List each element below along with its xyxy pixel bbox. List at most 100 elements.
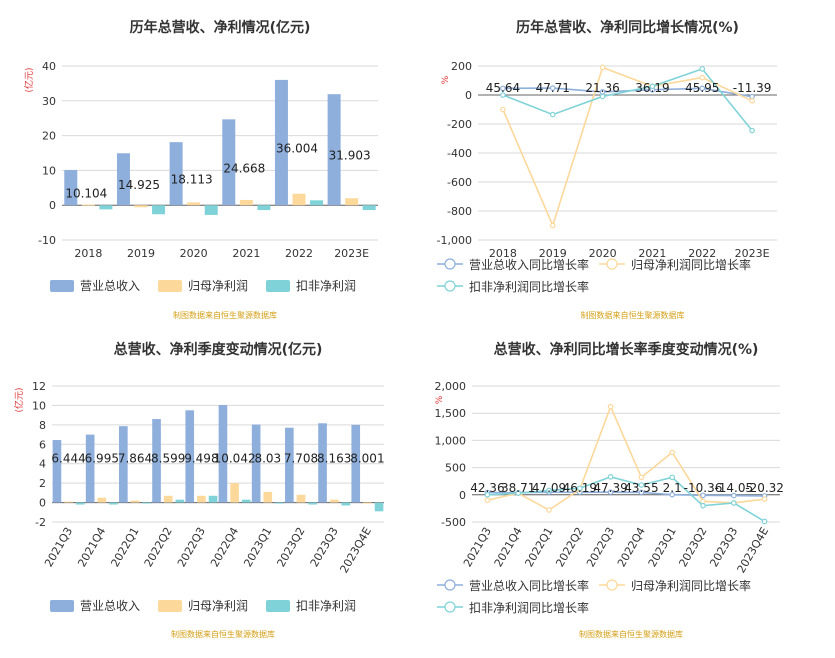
x-tick-label: 2023Q2 (677, 525, 710, 569)
bar (222, 119, 236, 206)
x-tick-label: 2019 (127, 247, 155, 260)
series-line (502, 66, 753, 228)
bar (275, 502, 284, 504)
series-point (638, 489, 645, 496)
x-tick-label: 2023E (334, 247, 369, 260)
data-label: -11.39 (733, 81, 772, 95)
chart-title: 历年总营收、净利同比增长情况(%) (516, 19, 739, 36)
data-label: 18.113 (171, 173, 213, 187)
series-line (502, 67, 753, 132)
x-tick-label: 2018 (74, 247, 102, 260)
y-axis-unit-label: (亿元) (13, 387, 25, 412)
bar (75, 502, 85, 505)
data-label: 45.95 (685, 81, 719, 95)
chart-panel-quarterly-revenue: 总营收、净利季度变动情况(亿元) (亿元) -2 0 2 4 6 8 10 12 2021Q3 202… (0, 327, 417, 654)
legend-label: 扣非净利润 (296, 279, 356, 293)
legend-swatch (50, 600, 74, 612)
chart-panel-quarterly-growth: 总营收、净利同比增长率季度变动情况(%)% -500 0 500 1,000 1,500 2… (417, 327, 835, 654)
x-tick-label: 2022Q4 (208, 525, 241, 569)
bar (351, 424, 361, 503)
x-tick-label: 2022Q3 (175, 525, 208, 569)
series-point (549, 222, 556, 229)
bar (85, 434, 95, 503)
bar (230, 483, 239, 503)
data-label: 7.708 (284, 452, 318, 466)
bar (64, 170, 78, 206)
series-point (607, 489, 614, 496)
data-label: 21.36 (585, 81, 619, 95)
source-note: 制图数据来自恒生聚源数据库 (579, 629, 683, 639)
series-point (549, 111, 556, 118)
legend-swatch (266, 280, 290, 292)
chart-panel-annual-growth: 历年总营收、净利同比增长情况(%)% -1,000 -800 -600 -400 -200… (417, 0, 835, 327)
data-label: 31.903 (329, 149, 371, 163)
data-label: 45.64 (486, 81, 520, 95)
data-label: 10.042 (214, 452, 256, 466)
x-tick-label: 2021 (232, 247, 260, 260)
x-tick-label: 2023Q4E (735, 525, 772, 575)
y-tick-label: -200 (447, 118, 472, 131)
x-tick-label: 2023Q1 (646, 525, 679, 569)
series-point (699, 85, 706, 92)
series-point (749, 98, 755, 104)
bar (130, 500, 140, 503)
bar (345, 198, 359, 206)
series-line (487, 476, 766, 523)
bar (285, 427, 294, 503)
legend-marker (444, 579, 456, 591)
legend-swatch (266, 600, 290, 612)
x-tick-label: 2022 (688, 247, 716, 260)
source-note: 制图数据来自恒生聚源数据库 (581, 310, 685, 320)
legend-label: 扣非净利润同比增长率 (469, 600, 589, 615)
bar (52, 439, 62, 503)
bar (142, 502, 151, 504)
x-tick-label: 2022Q1 (109, 525, 142, 569)
x-tick-label: 2021 (638, 247, 666, 260)
x-tick-label: 2021Q4 (492, 525, 525, 569)
legend-marker (444, 601, 456, 613)
chart-title: 总营收、净利同比增长率季度变动情况(%) (494, 341, 759, 358)
y-tick-label: 12 (32, 380, 46, 393)
source-note: 制图数据来自恒生聚源数据库 (173, 310, 277, 320)
series-point (699, 74, 706, 81)
bar (185, 410, 195, 503)
series-point (577, 485, 583, 492)
legend-label: 归母净利润 (188, 599, 248, 613)
y-tick-label: -2 (35, 516, 46, 529)
legend-marker (444, 258, 456, 270)
legend: 营业总收入 归母净利润 扣非净利润 (50, 279, 356, 293)
y-tick-label: 500 (445, 462, 466, 475)
series-point (730, 492, 737, 499)
x-tick-label: 2020 (180, 247, 208, 260)
x-tick-label: 2021Q4 (75, 525, 108, 569)
data-label: 8.163 (317, 452, 351, 466)
bar (119, 426, 128, 503)
series-point (500, 92, 506, 98)
series-point (749, 127, 755, 134)
chart-svg: 总营收、净利同比增长率季度变动情况(%)% -500 0 500 1,000 1,500 2… (435, 341, 784, 639)
series-point (515, 490, 522, 496)
y-axis-unit-label: % (441, 75, 451, 84)
y-tick-label: 0 (39, 497, 46, 510)
legend-label: 扣非净利润 (296, 599, 356, 613)
x-tick-label: 2022Q4 (615, 525, 648, 569)
series-point (599, 64, 606, 71)
x-tick-label: 2021Q3 (461, 525, 494, 569)
series-point (607, 403, 614, 410)
y-tick-label: -400 (447, 147, 472, 160)
y-tick-label: 2 (39, 477, 46, 490)
data-label: 8.001 (350, 452, 384, 466)
y-tick-label: 30 (42, 95, 56, 108)
series-point (700, 492, 706, 499)
series-line (487, 404, 765, 511)
data-label: 36.004 (276, 142, 318, 156)
legend-marker (606, 579, 618, 591)
legend-label: 营业总收入同比增长率 (469, 578, 589, 593)
series-point (484, 497, 491, 504)
y-tick-label: 10 (42, 164, 56, 177)
y-tick-label: 2,000 (435, 380, 467, 393)
y-axis-unit-label: (亿元) (23, 67, 35, 92)
series-point (649, 83, 656, 90)
x-tick-label: 2023E (735, 247, 770, 260)
